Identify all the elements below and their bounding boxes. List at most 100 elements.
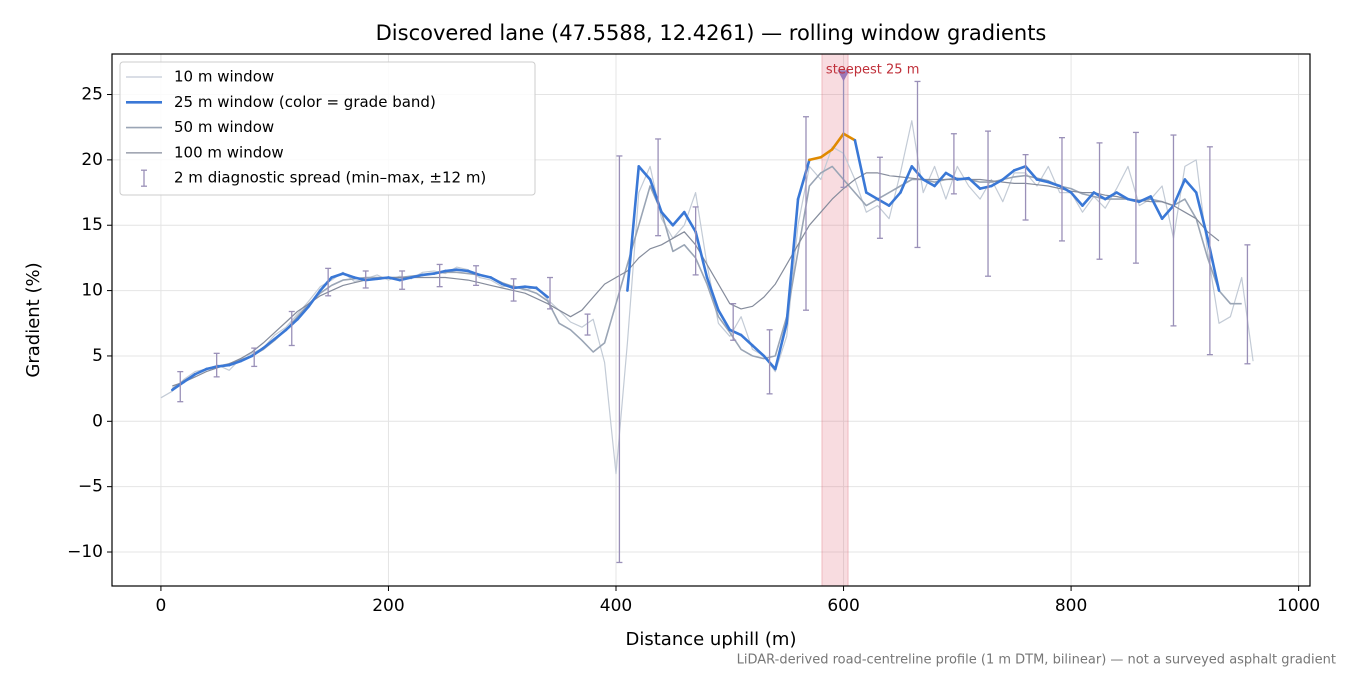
error-bar [876,156,883,239]
line-segment [1115,191,1130,201]
error-bar [985,130,992,277]
line-segment [694,230,709,279]
error-bar [730,303,737,341]
error-bar [1096,142,1103,260]
error-bar [1058,137,1065,242]
line-segment [864,191,879,201]
plot-frame [111,53,1311,587]
line-segment [216,363,231,368]
line-segment [455,268,470,273]
line-segment [785,197,800,325]
legend-label: 50 m window [174,118,274,136]
error-bar [288,310,295,347]
error-bar [950,133,957,195]
footnote: LiDAR-derived road-centreline profile (1… [737,653,1336,668]
x-tick-label: 200 [372,596,404,616]
line-segment [341,272,356,279]
error-bar [1244,244,1251,365]
legend-box [119,61,536,196]
error-bar [1022,153,1029,221]
error-bar [436,263,443,288]
line-segment [523,285,538,290]
error-bar [177,370,184,403]
line-segment [1001,169,1016,181]
error-bar [1206,146,1213,356]
line-segment [1012,165,1027,172]
line-segment [967,176,982,190]
line-segment [1126,197,1141,204]
line-segment [728,328,743,337]
error-bar [325,267,332,297]
line-segment [990,178,1005,188]
line-segment [660,210,675,227]
line-segment [887,191,902,207]
line-segment [637,165,652,181]
line-segment [500,282,515,290]
line-segment [671,210,686,227]
line-segment [1035,178,1050,184]
line-segment [170,380,185,392]
legend-label: 10 m window [174,68,274,86]
y-tick-label: 25 [81,85,103,105]
line-segment [1194,191,1209,240]
steepest-marker [837,70,850,82]
line-segment [466,269,481,277]
line-segment [1183,178,1198,194]
line-segment [1160,204,1175,220]
y-tick-label: 20 [81,150,103,170]
y-tick-label: 0 [92,411,103,431]
error-bar [655,138,662,237]
x-tick-label: 0 [156,596,167,616]
error-bar [473,265,480,287]
y-tick-label: −5 [78,477,103,497]
x-tick-label: 1000 [1277,596,1320,616]
line-segment [1103,191,1118,201]
line-segment [626,165,641,292]
line-segment [1047,180,1062,188]
line-segment [205,365,220,371]
line-segment [330,272,345,279]
line-segment [387,276,402,282]
x-axis-label: Distance uphill (m) [626,629,797,650]
line-segment [899,165,914,194]
y-tick-label: −10 [67,542,103,562]
line-segment [1172,178,1187,207]
error-bar [584,313,591,336]
line-segment [717,308,732,332]
line-segment [751,344,766,358]
line-segment [830,132,845,151]
line-segment [478,273,493,279]
chart-title: Discovered lane (47.5588, 12.4261) — rol… [376,21,1047,45]
legend-label: 100 m window [174,143,284,161]
line-segment [512,285,527,290]
error-bar [1132,131,1139,264]
error-bar [399,270,406,290]
error-bar [251,347,258,368]
line-segment [535,286,550,299]
line-segment [944,171,959,181]
line-segment [489,276,504,286]
line-segment [421,272,436,277]
line-segment [796,158,811,201]
x-tick-label: 800 [1055,596,1087,616]
error-bar [213,352,220,378]
legend-label: 2 m diagnostic spread (min–max, ±12 m) [174,169,486,187]
line-segment [182,372,197,384]
x-tick-label: 600 [827,596,859,616]
line-segment [808,155,823,162]
error-bar [1170,134,1177,327]
line-segment [933,171,948,188]
error-bar [692,206,699,276]
highlight-label: steepest 25 m [826,63,919,78]
line-segment [227,359,242,367]
y-tick-label: 10 [81,281,103,301]
y-tick-label: 15 [81,215,103,235]
line-segment [819,148,834,159]
line-segment [978,184,993,190]
line-segment [1149,195,1164,220]
legend: 10 m window 25 m window (color = grade ba… [119,61,536,196]
line-segment [353,276,368,282]
legend-label: 25 m window (color = grade band) [174,93,436,111]
line-segment [921,178,936,188]
